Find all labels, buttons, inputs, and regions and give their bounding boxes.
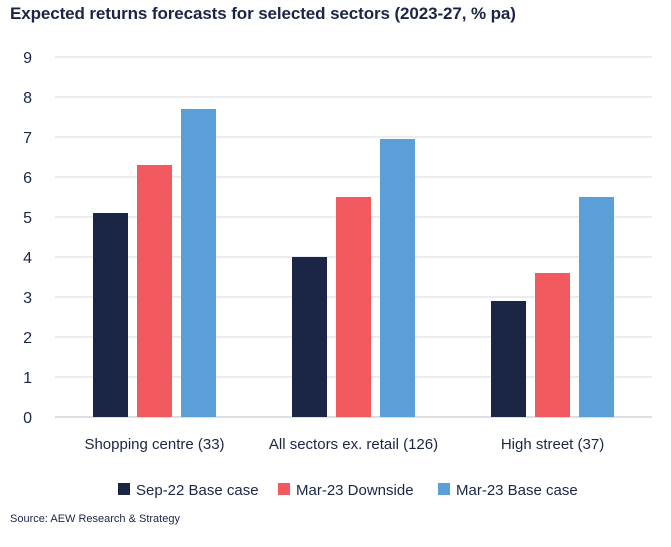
bar xyxy=(535,273,570,417)
y-tick-label: 9 xyxy=(23,50,32,67)
legend: Sep-22 Base case Mar-23 Downside Mar-23 Ba… xyxy=(118,482,578,499)
legend-swatch xyxy=(118,483,130,495)
legend-label: Mar-23 Downside xyxy=(296,482,414,499)
y-tick-label: 3 xyxy=(23,290,32,307)
y-tick-label: 8 xyxy=(23,90,32,107)
y-tick-label: 7 xyxy=(23,130,32,147)
bar-chart: 0 1 2 3 4 5 6 7 8 9 Shopping centre (33) All secto… xyxy=(23,50,652,499)
legend-swatch xyxy=(438,483,450,495)
category-label: All sectors ex. retail (126) xyxy=(269,436,438,453)
y-tick-label: 2 xyxy=(23,330,32,347)
legend-label: Mar-23 Base case xyxy=(456,482,578,499)
bar xyxy=(491,301,526,417)
source-note: Source: AEW Research & Strategy xyxy=(10,513,180,525)
legend-label: Sep-22 Base case xyxy=(136,482,259,499)
y-tick-label: 5 xyxy=(23,210,32,227)
bar xyxy=(579,197,614,417)
bar xyxy=(292,257,327,417)
bar xyxy=(181,109,216,417)
bars xyxy=(93,109,614,417)
bar xyxy=(380,139,415,417)
category-labels: Shopping centre (33) All sectors ex. reta… xyxy=(84,436,604,453)
bar xyxy=(336,197,371,417)
bar xyxy=(137,165,172,417)
bar xyxy=(93,213,128,417)
category-label: Shopping centre (33) xyxy=(84,436,224,453)
chart-title: Expected returns forecasts for selected … xyxy=(10,4,516,23)
y-tick-label: 1 xyxy=(23,370,32,387)
y-tick-label: 6 xyxy=(23,170,32,187)
y-tick-label: 4 xyxy=(23,250,32,267)
legend-swatch xyxy=(278,483,290,495)
y-axis-ticks: 0 1 2 3 4 5 6 7 8 9 xyxy=(23,50,32,427)
y-tick-label: 0 xyxy=(23,410,32,427)
category-label: High street (37) xyxy=(501,436,604,453)
